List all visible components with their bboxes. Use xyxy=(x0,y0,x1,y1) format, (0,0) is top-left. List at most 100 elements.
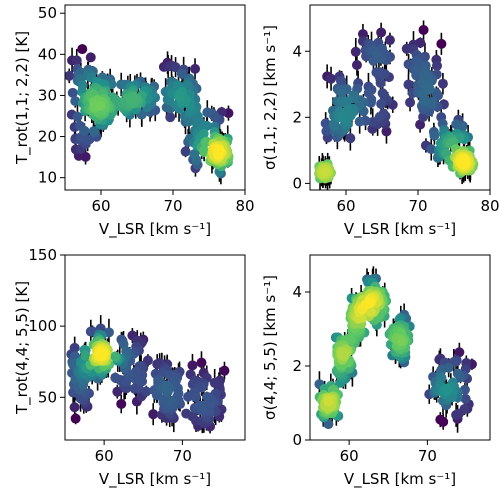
data-point xyxy=(422,84,433,95)
data-point xyxy=(460,393,471,404)
scatter-points xyxy=(65,44,234,185)
y-tick-label: 4 xyxy=(292,283,302,301)
scatter-points xyxy=(66,315,230,434)
data-point xyxy=(403,79,414,90)
data-point xyxy=(65,70,75,81)
data-point xyxy=(381,126,392,137)
y-tick-label: 20 xyxy=(38,128,57,146)
y-tick-label: 4 xyxy=(292,42,302,60)
data-point xyxy=(70,413,81,424)
data-point xyxy=(199,145,210,156)
data-point xyxy=(202,107,213,118)
data-point xyxy=(95,100,106,111)
data-point xyxy=(330,121,341,132)
data-point xyxy=(336,88,347,99)
y-axis-label: T_rot(4,4; 5,5) [K] xyxy=(13,281,32,415)
data-point xyxy=(443,362,454,373)
data-point xyxy=(126,95,137,106)
data-point xyxy=(190,63,201,74)
data-point xyxy=(130,382,141,393)
data-point xyxy=(196,357,207,368)
data-point xyxy=(429,130,440,141)
data-point xyxy=(384,35,395,46)
data-point xyxy=(79,125,90,136)
data-point xyxy=(364,298,375,309)
axes-frame xyxy=(64,4,246,191)
data-point xyxy=(69,402,80,413)
data-point xyxy=(80,350,91,361)
data-point xyxy=(110,351,121,362)
data-point xyxy=(419,69,430,80)
data-point xyxy=(435,414,446,425)
y-tick-label: 150 xyxy=(28,246,57,264)
data-point xyxy=(72,111,83,122)
data-point xyxy=(169,375,180,386)
y-axis-label: T_rot(1,1; 2,2) [K] xyxy=(13,31,32,165)
data-point xyxy=(338,349,349,360)
data-point xyxy=(174,92,185,103)
data-point xyxy=(345,133,356,144)
data-point xyxy=(67,87,78,98)
data-point xyxy=(121,377,132,388)
data-point xyxy=(216,107,227,118)
data-point xyxy=(190,391,201,402)
x-tick-label: 70 xyxy=(173,447,192,465)
data-point xyxy=(326,73,337,84)
data-point xyxy=(187,360,198,371)
data-point xyxy=(376,98,387,109)
axes-frame xyxy=(309,254,491,441)
panel-4: 60 70 0 2 4 V_LSR [km s⁻¹] σ(4,4; 5,5) [km s⁻¹… xyxy=(261,254,491,489)
x-tick-label: 70 xyxy=(408,197,427,215)
x-tick-label: 60 xyxy=(340,447,359,465)
data-point xyxy=(180,146,191,157)
data-point xyxy=(405,97,416,108)
y-tick-label: 30 xyxy=(38,86,57,104)
data-point xyxy=(350,46,361,57)
axes-frame xyxy=(309,4,491,191)
y-axis-label: σ(4,4; 5,5) [km s⁻¹] xyxy=(261,275,279,420)
data-point xyxy=(415,119,426,130)
data-point xyxy=(198,128,209,139)
data-point xyxy=(418,24,429,35)
y-tick-label: 50 xyxy=(38,388,57,406)
data-point xyxy=(172,383,183,394)
data-point xyxy=(377,88,388,99)
data-point xyxy=(214,144,225,155)
data-point xyxy=(116,398,127,409)
data-point xyxy=(351,59,362,70)
data-point xyxy=(337,112,348,123)
data-point xyxy=(141,386,152,397)
x-axis-label: V_LSR [km s⁻¹] xyxy=(344,470,456,489)
y-tick-label: 0 xyxy=(292,174,302,192)
data-point xyxy=(112,386,123,397)
data-point xyxy=(357,29,368,40)
data-point xyxy=(365,97,376,108)
x-tick-label: 70 xyxy=(418,447,437,465)
data-point xyxy=(196,382,207,393)
data-point xyxy=(219,365,230,376)
panel-3: 60 70 50 100 150 V_LSR [km s⁻¹] T_rot(4,4; 5,5… xyxy=(13,246,246,489)
y-tick-label: 100 xyxy=(28,317,57,335)
data-point xyxy=(458,159,469,170)
y-tick-label: 40 xyxy=(38,45,57,63)
data-point xyxy=(371,49,382,60)
x-axis-label: V_LSR [km s⁻¹] xyxy=(344,220,456,239)
data-point xyxy=(85,52,96,63)
axes-frame xyxy=(64,254,246,441)
data-point xyxy=(441,383,452,394)
scatter-points xyxy=(314,266,477,433)
data-point xyxy=(437,78,448,89)
data-point xyxy=(189,149,200,160)
data-point xyxy=(412,63,423,74)
data-point xyxy=(162,386,173,397)
panel-2: 60 70 80 0 2 4 V_LSR [km s⁻¹] σ(1,1; 2,2) [km s… xyxy=(261,4,500,239)
x-tick-label: 60 xyxy=(95,447,114,465)
data-point xyxy=(319,167,330,178)
data-point xyxy=(84,134,95,145)
data-point xyxy=(452,368,463,379)
data-point xyxy=(187,411,198,422)
data-point xyxy=(197,400,208,411)
data-point xyxy=(192,113,203,124)
data-point xyxy=(436,38,447,49)
